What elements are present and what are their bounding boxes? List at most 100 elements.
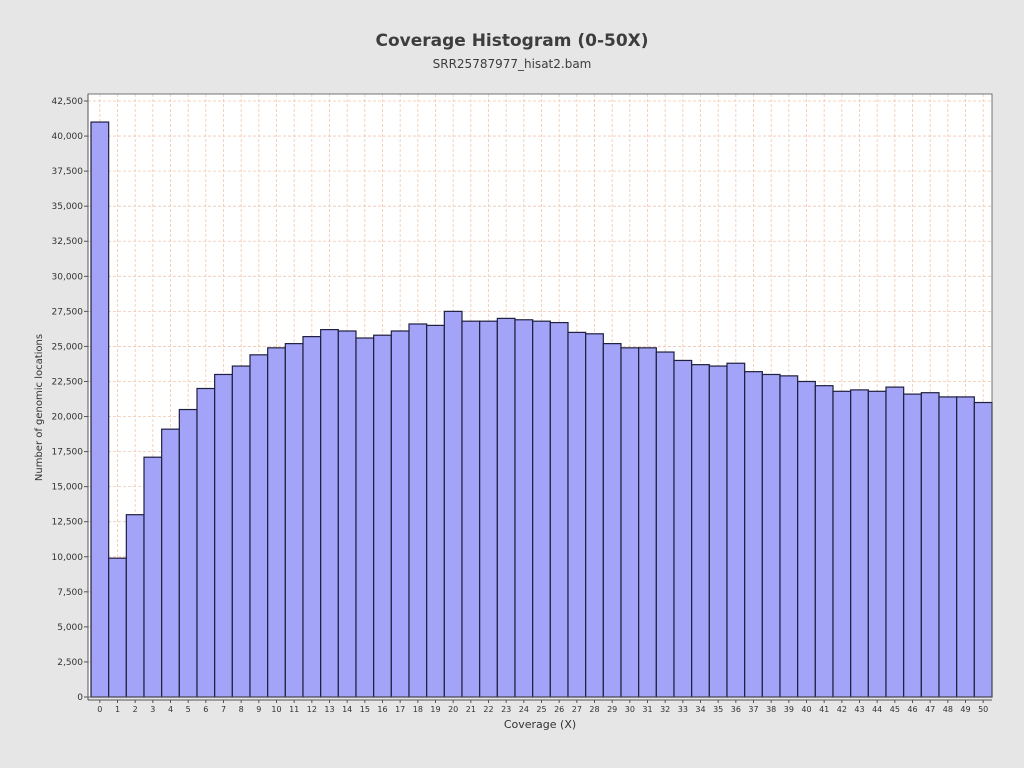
x-tick-label: 22 — [483, 705, 493, 714]
histogram-bar — [496, 317, 516, 698]
x-tick-label: 39 — [784, 705, 794, 714]
y-tick-label: 10,000 — [52, 553, 84, 563]
x-tick-label: 32 — [660, 705, 670, 714]
x-tick-label: 7 — [221, 705, 226, 714]
y-tick-label: 37,500 — [52, 167, 84, 177]
histogram-bar — [549, 321, 569, 698]
x-tick-label: 4 — [168, 705, 173, 714]
x-tick-label: 27 — [572, 705, 582, 714]
x-tick-label: 0 — [97, 705, 102, 714]
x-tick-label: 40 — [801, 705, 811, 714]
histogram-bar — [920, 392, 940, 698]
histogram-bar — [390, 330, 410, 698]
x-tick-label: 26 — [554, 705, 564, 714]
y-tick-label: 22,500 — [52, 377, 84, 387]
histogram-bar — [602, 343, 622, 698]
histogram-bar — [426, 324, 445, 698]
y-tick-label: 30,000 — [52, 272, 84, 282]
x-tick-label: 42 — [837, 705, 847, 714]
x-tick-label: 41 — [819, 705, 829, 714]
x-tick-label: 12 — [307, 705, 317, 714]
y-tick-label: 25,000 — [52, 342, 84, 352]
y-tick-label: 42,500 — [52, 97, 84, 107]
y-tick-label: 17,500 — [52, 448, 84, 458]
y-tick-label: 2,500 — [57, 658, 83, 668]
histogram-bar — [779, 375, 799, 698]
histogram-bar — [196, 387, 216, 698]
histogram-bar — [567, 331, 587, 698]
histogram-bar — [708, 365, 728, 698]
x-tick-label: 49 — [960, 705, 970, 714]
y-tick-label: 32,500 — [52, 237, 84, 247]
x-tick-label: 48 — [943, 705, 953, 714]
x-tick-label: 21 — [466, 705, 476, 714]
histogram-bar — [108, 557, 127, 698]
histogram-bar — [178, 408, 198, 698]
y-tick-label: 0 — [77, 693, 83, 703]
y-axis-title: Number of genomic locations — [34, 334, 45, 481]
histogram-bar — [850, 389, 869, 698]
histogram-bar — [761, 373, 781, 698]
y-tick-label: 35,000 — [52, 202, 84, 212]
histogram-bar — [90, 121, 110, 698]
x-tick-label: 1 — [115, 705, 120, 714]
x-tick-label: 36 — [731, 705, 741, 714]
x-tick-label: 6 — [203, 705, 208, 714]
x-tick-label: 30 — [625, 705, 635, 714]
histogram-bar — [514, 319, 534, 698]
histogram-bar — [832, 390, 852, 698]
histogram-bar — [691, 364, 710, 698]
chart-subtitle: SRR25787977_hisat2.bam — [432, 57, 592, 71]
x-tick-label: 20 — [448, 705, 458, 714]
x-tick-label: 28 — [589, 705, 599, 714]
x-tick-label: 15 — [360, 705, 370, 714]
histogram-bar — [903, 393, 922, 698]
histogram-bar — [302, 336, 322, 698]
x-tick-label: 5 — [186, 705, 191, 714]
histogram-bar — [320, 328, 339, 698]
histogram-bar — [585, 333, 604, 698]
histogram-bar — [726, 362, 746, 698]
histogram-bar — [673, 359, 693, 698]
histogram-bar — [479, 320, 498, 698]
x-tick-label: 9 — [256, 705, 261, 714]
histogram-bar — [956, 396, 975, 698]
histogram-bar — [161, 428, 180, 698]
x-tick-label: 43 — [854, 705, 864, 714]
histogram-bar — [532, 320, 551, 698]
chart-title: Coverage Histogram (0-50X) — [375, 31, 649, 51]
x-tick-label: 24 — [519, 705, 529, 714]
x-tick-label: 17 — [395, 705, 405, 714]
y-tick-label: 7,500 — [57, 588, 83, 598]
histogram-bar — [620, 347, 640, 698]
histogram-bar — [249, 354, 269, 698]
y-tick-label: 40,000 — [52, 132, 84, 142]
x-tick-label: 11 — [289, 705, 299, 714]
x-tick-label: 25 — [536, 705, 546, 714]
x-axis-title: Coverage (X) — [504, 718, 576, 731]
x-tick-label: 46 — [907, 705, 917, 714]
histogram-bar — [267, 347, 286, 698]
x-tick-label: 50 — [978, 705, 988, 714]
histogram-bar — [373, 334, 392, 698]
x-tick-label: 13 — [324, 705, 334, 714]
x-tick-label: 33 — [678, 705, 688, 714]
histogram-bar — [814, 385, 834, 698]
x-tick-label: 47 — [925, 705, 935, 714]
x-tick-label: 37 — [748, 705, 758, 714]
histogram-bar — [655, 351, 675, 698]
histogram-bar — [231, 365, 251, 698]
histogram-bar — [885, 386, 905, 698]
x-tick-label: 2 — [133, 705, 138, 714]
x-tick-label: 34 — [695, 705, 705, 714]
histogram-bar — [938, 396, 958, 698]
x-tick-label: 29 — [607, 705, 617, 714]
x-tick-label: 35 — [713, 705, 723, 714]
x-tick-label: 45 — [890, 705, 900, 714]
histogram-bar — [867, 390, 887, 698]
histogram-bar — [443, 310, 463, 698]
x-tick-label: 14 — [342, 705, 352, 714]
x-tick-label: 10 — [271, 705, 281, 714]
x-tick-label: 31 — [642, 705, 652, 714]
